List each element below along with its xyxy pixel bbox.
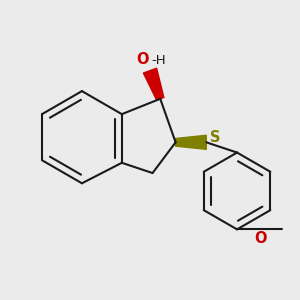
Text: -H: -H	[151, 54, 166, 67]
Text: S: S	[210, 130, 221, 145]
Polygon shape	[143, 68, 164, 100]
Text: O: O	[136, 52, 149, 67]
Text: O: O	[254, 231, 266, 246]
Polygon shape	[176, 135, 206, 149]
